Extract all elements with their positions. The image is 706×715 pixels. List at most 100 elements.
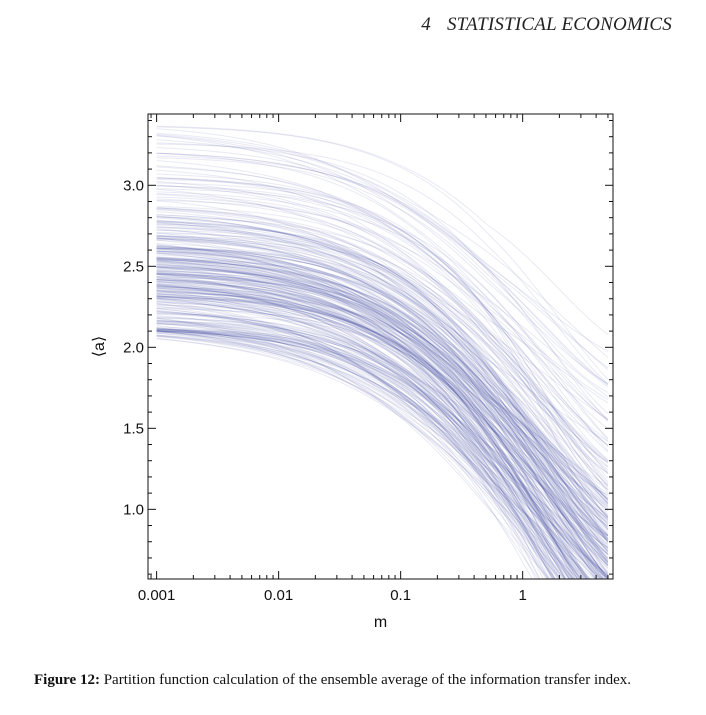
ensemble-curve [156, 243, 609, 519]
ensemble-curve [156, 320, 547, 579]
ensemble-curve [156, 273, 609, 564]
ensemble-curve [156, 328, 569, 579]
ensemble-curve [156, 276, 589, 579]
ensemble-curve [156, 245, 609, 526]
ensemble-curve [156, 285, 609, 576]
ensemble-curve [156, 259, 609, 518]
ensemble-curve [156, 237, 609, 468]
ensemble-curve [156, 262, 609, 505]
ensemble-curve [156, 261, 609, 569]
ensemble-curve [156, 264, 609, 519]
ensemble-curve [156, 330, 585, 579]
section-title: STATISTICAL ECONOMICS [446, 14, 672, 35]
ensemble-curve [156, 290, 560, 579]
ensemble-curve [156, 336, 581, 579]
axis-ticks [148, 114, 613, 579]
ensemble-curve [156, 252, 609, 530]
ensemble-curve [156, 331, 533, 579]
ensemble-curve [156, 226, 609, 517]
ensemble-curve [156, 258, 605, 579]
ensemble-curve [156, 296, 556, 579]
ensemble-curve [156, 256, 609, 504]
ensemble-curve [156, 332, 597, 579]
ensemble-curve [156, 259, 609, 558]
ensemble-curve [156, 214, 609, 500]
ensemble-curve [156, 282, 566, 579]
ensemble-curve [156, 329, 541, 579]
ensemble-curve [156, 305, 565, 579]
ensemble-curve [156, 284, 570, 579]
ensemble-curve [156, 317, 550, 579]
ensemble-curve [156, 284, 602, 579]
curve-ensemble [156, 125, 609, 579]
ensemble-curve [156, 287, 587, 579]
ensemble-curve [156, 298, 609, 575]
ensemble-curve [156, 284, 609, 542]
ensemble-curve [156, 285, 609, 565]
ensemble-curve [156, 271, 608, 579]
ensemble-curve [156, 250, 609, 537]
ensemble-curve [156, 231, 609, 485]
ensemble-curve [156, 177, 609, 488]
ensemble-curve [156, 250, 609, 518]
ensemble-curve [156, 193, 609, 474]
ensemble-curve [156, 236, 609, 550]
ensemble-curve [156, 237, 609, 511]
x-axis-label: m [374, 614, 387, 631]
ensemble-curve [156, 219, 609, 442]
ensemble-curve [156, 258, 607, 579]
ensemble-curve [156, 248, 609, 506]
ensemble-curve [156, 259, 599, 579]
ensemble-curve [156, 252, 609, 542]
ensemble-curve [156, 273, 609, 516]
ensemble-curve [156, 135, 609, 385]
ensemble-curve [156, 273, 598, 579]
ensemble-curve [156, 221, 609, 551]
ensemble-curve [156, 304, 588, 579]
ensemble-curve [156, 302, 566, 579]
ensemble-curve [156, 317, 588, 579]
ensemble-curve [156, 320, 576, 579]
ensemble-curve [156, 269, 586, 579]
ensemble-curve [156, 248, 608, 579]
y-tick-label: 3.0 [123, 177, 144, 194]
ensemble-curve [156, 306, 575, 579]
caption-text: Partition function calculation of the en… [103, 672, 632, 688]
ensemble-curve [156, 290, 573, 579]
ensemble-curve [156, 282, 609, 523]
ensemble-curve [156, 335, 583, 579]
ensemble-curve [156, 207, 607, 579]
ensemble-curve [156, 128, 609, 388]
ensemble-curve [156, 262, 609, 547]
ensemble-curve [156, 277, 602, 579]
ensemble-curve [156, 266, 609, 537]
ensemble-curve [156, 226, 609, 515]
ensemble-curve [156, 329, 556, 579]
ensemble-curve [156, 265, 609, 567]
ensemble-curve [156, 235, 609, 473]
ensemble-curve [156, 289, 609, 574]
ensemble-curve [156, 265, 609, 540]
ensemble-curve [156, 298, 556, 579]
ensemble-curve [156, 289, 609, 563]
ensemble-curve [156, 142, 609, 393]
ensemble-curve [156, 286, 609, 567]
ensemble-curve [156, 334, 561, 579]
ensemble-curve [156, 234, 609, 501]
y-tick-label: 2.0 [123, 339, 144, 356]
ensemble-curve [156, 257, 609, 507]
ensemble-curve [156, 239, 609, 524]
ensemble-curve [156, 239, 609, 521]
ensemble-curve [156, 261, 609, 540]
ensemble-curve [156, 152, 609, 386]
ensemble-curve [156, 227, 609, 537]
ensemble-curve [156, 310, 609, 524]
x-tick-label: 1 [518, 587, 526, 604]
ensemble-curve [156, 270, 608, 579]
ensemble-curve [156, 247, 588, 579]
ensemble-curve [156, 267, 604, 579]
ensemble-curve [156, 283, 609, 576]
ensemble-curve [156, 335, 609, 566]
ensemble-curve [156, 232, 609, 527]
ensemble-curve [156, 313, 554, 579]
